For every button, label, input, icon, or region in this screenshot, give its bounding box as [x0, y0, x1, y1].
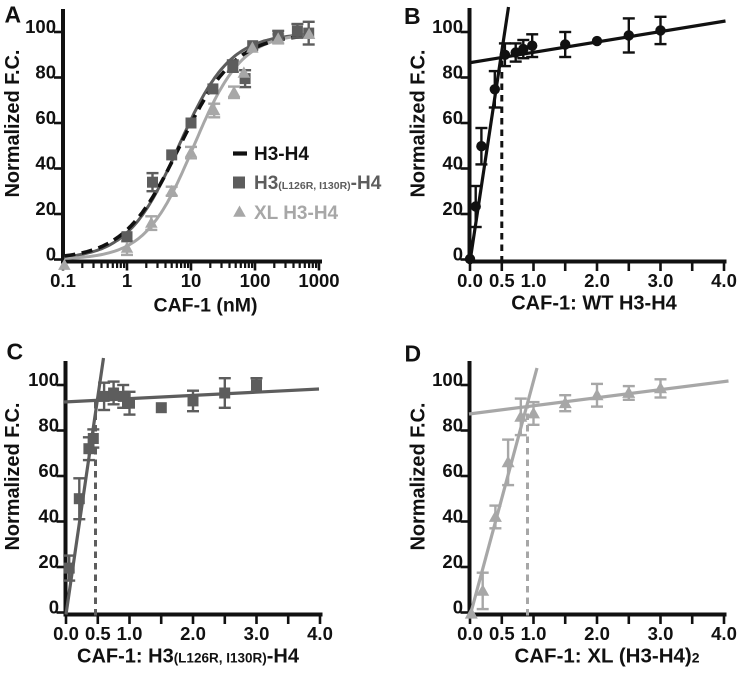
svg-text:0.5: 0.5 [489, 270, 515, 291]
svg-text:CAF-1 (nM): CAF-1 (nM) [154, 295, 258, 317]
svg-text:60: 60 [442, 460, 463, 481]
svg-text:80: 80 [35, 61, 56, 82]
svg-text:0: 0 [453, 596, 463, 617]
svg-text:2.0: 2.0 [584, 623, 610, 644]
svg-text:D: D [405, 341, 422, 367]
svg-text:10: 10 [181, 270, 202, 291]
svg-text:H3-H4: H3-H4 [254, 144, 309, 165]
svg-text:2.0: 2.0 [584, 270, 610, 291]
svg-text:80: 80 [442, 61, 463, 82]
svg-text:3.0: 3.0 [244, 623, 270, 644]
svg-text:3.0: 3.0 [648, 270, 674, 291]
svg-text:0.0: 0.0 [53, 623, 79, 644]
svg-text:XL H3-H4: XL H3-H4 [254, 203, 339, 224]
svg-text:60: 60 [35, 107, 56, 128]
svg-text:3.0: 3.0 [648, 623, 674, 644]
svg-text:CAF-1: WT H3-H4: CAF-1: WT H3-H4 [511, 293, 677, 315]
svg-text:1000: 1000 [298, 270, 339, 291]
svg-text:Normalized F.C.: Normalized F.C. [408, 50, 430, 198]
svg-text:4.0: 4.0 [307, 623, 333, 644]
svg-text:80: 80 [38, 414, 59, 435]
svg-text:B: B [404, 3, 421, 29]
svg-text:20: 20 [35, 198, 56, 219]
svg-text:20: 20 [442, 551, 463, 572]
svg-text:Normalized F.C.: Normalized F.C. [408, 403, 430, 551]
svg-text:0.0: 0.0 [457, 623, 483, 644]
svg-text:Normalized F.C.: Normalized F.C. [2, 403, 24, 551]
svg-text:100: 100 [28, 369, 59, 390]
svg-text:0.1: 0.1 [50, 270, 76, 291]
svg-text:2.0: 2.0 [180, 623, 206, 644]
svg-text:60: 60 [38, 460, 59, 481]
svg-text:0: 0 [49, 596, 59, 617]
svg-text:0.5: 0.5 [489, 623, 515, 644]
svg-text:1.0: 1.0 [521, 270, 547, 291]
svg-text:40: 40 [35, 152, 56, 173]
svg-text:Normalized F.C.: Normalized F.C. [2, 50, 24, 198]
svg-text:40: 40 [38, 505, 59, 526]
svg-text:0.5: 0.5 [85, 623, 111, 644]
svg-text:0: 0 [453, 243, 463, 264]
svg-text:0: 0 [46, 243, 56, 264]
svg-text:4.0: 4.0 [711, 270, 737, 291]
svg-text:100: 100 [25, 16, 56, 37]
svg-text:100: 100 [432, 16, 463, 37]
svg-text:1.0: 1.0 [117, 623, 143, 644]
svg-text:0.0: 0.0 [457, 270, 483, 291]
svg-text:100: 100 [240, 270, 271, 291]
svg-text:60: 60 [442, 107, 463, 128]
svg-text:20: 20 [442, 198, 463, 219]
svg-text:CAF-1: XL (H3-H4)2: CAF-1: XL (H3-H4)2 [514, 645, 699, 668]
svg-text:1.0: 1.0 [521, 623, 547, 644]
svg-text:1: 1 [122, 270, 132, 291]
svg-text:A: A [5, 2, 22, 28]
svg-text:4.0: 4.0 [711, 623, 737, 644]
svg-text:40: 40 [442, 505, 463, 526]
svg-text:20: 20 [38, 551, 59, 572]
svg-text:80: 80 [442, 414, 463, 435]
svg-text:C: C [7, 339, 24, 365]
svg-text:40: 40 [442, 152, 463, 173]
svg-text:CAF-1: H3(L126R, I130R)-H4: CAF-1: H3(L126R, I130R)-H4 [77, 646, 300, 668]
svg-text:100: 100 [432, 369, 463, 390]
